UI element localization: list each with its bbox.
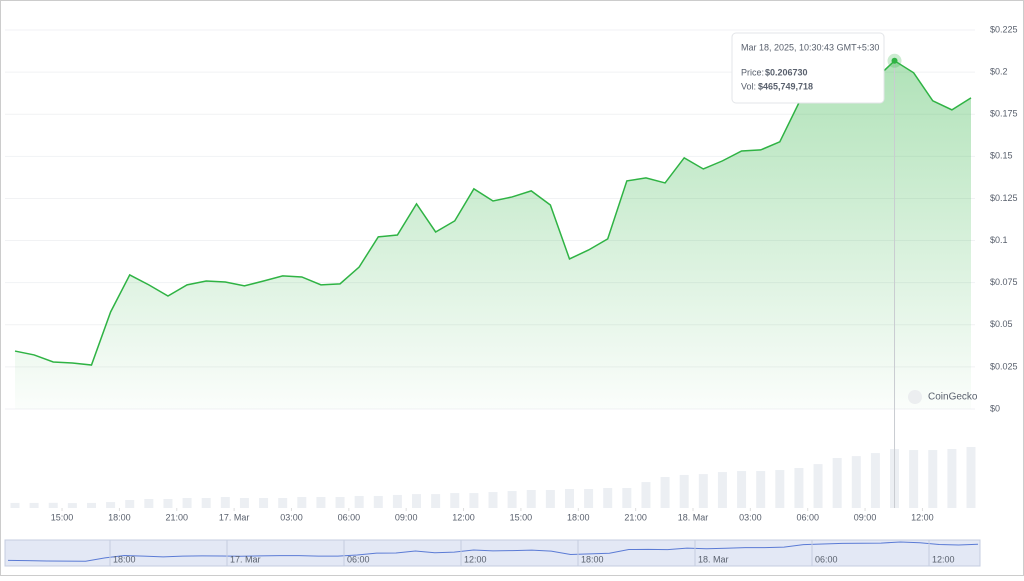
y-tick-label: $0.175 <box>990 109 1018 119</box>
tooltip <box>731 32 885 104</box>
volume-bar <box>469 493 479 508</box>
volume-bar <box>717 472 727 508</box>
navigator-label: 12:00 <box>464 554 487 564</box>
volume-bar <box>431 494 441 508</box>
volume-bar <box>622 488 632 508</box>
volume-bar <box>86 502 96 508</box>
volume-bar <box>220 496 230 508</box>
navigator-label: 18. Mar <box>698 554 729 564</box>
volume-bar <box>794 468 804 508</box>
tooltip-price: $0.206730 <box>765 67 808 77</box>
y-tick-label: $0.2 <box>990 66 1008 76</box>
volume-bar <box>392 494 402 508</box>
x-tick-label: 18:00 <box>567 512 590 522</box>
volume-bar <box>737 471 747 508</box>
volume-bar <box>67 503 77 508</box>
tooltip-price-label: Price: <box>741 67 764 77</box>
volume-bar <box>584 489 594 508</box>
volume-bar <box>373 495 383 508</box>
volume-bar <box>698 474 708 508</box>
volume-bar <box>507 491 517 508</box>
volume-bar <box>144 499 154 508</box>
navigator-label: 18:00 <box>581 554 604 564</box>
watermark-logo <box>908 390 922 404</box>
volume-bar <box>412 494 422 508</box>
volume-bar <box>564 489 574 508</box>
volume-bar <box>488 492 498 508</box>
volume-bar <box>10 502 20 508</box>
volume-bar <box>335 496 345 508</box>
x-tick-label: 12:00 <box>911 512 934 522</box>
x-tick-label: 18:00 <box>108 512 131 522</box>
volume-bar <box>106 502 116 508</box>
volume-bar <box>48 502 58 508</box>
volume-bar <box>125 500 135 508</box>
x-tick-label: 06:00 <box>338 512 361 522</box>
volume-bar <box>545 490 555 508</box>
volume-bar <box>679 474 689 508</box>
y-tick-label: $0 <box>990 403 1000 413</box>
x-tick-label: 21:00 <box>165 512 188 522</box>
volume-bar <box>278 498 288 508</box>
x-tick-label: 17. Mar <box>219 512 250 522</box>
volume-bar <box>526 490 536 508</box>
navigator-label: 06:00 <box>347 554 370 564</box>
y-tick-label: $0.05 <box>990 319 1013 329</box>
volume-bar <box>201 498 211 508</box>
volume-bar <box>813 464 823 508</box>
volume-bar <box>316 496 326 508</box>
navigator-label: 06:00 <box>815 554 838 564</box>
x-tick-label: 18. Mar <box>678 512 709 522</box>
volume-bar <box>909 450 919 508</box>
volume-bar <box>832 458 842 508</box>
hover-point <box>891 57 898 64</box>
volume-bar <box>660 476 670 508</box>
y-tick-label: $0.125 <box>990 193 1018 203</box>
x-tick-label: 12:00 <box>452 512 475 522</box>
x-tick-label: 03:00 <box>280 512 303 522</box>
x-tick-label: 15:00 <box>510 512 533 522</box>
volume-bar <box>756 471 766 508</box>
navigator-label: 18:00 <box>113 554 136 564</box>
y-tick-label: $0.15 <box>990 151 1013 161</box>
volume-bar <box>851 456 861 508</box>
x-tick-label: 06:00 <box>796 512 819 522</box>
y-tick-label: $0.1 <box>990 235 1008 245</box>
navigator-label: 12:00 <box>932 554 955 564</box>
volume-bar <box>259 498 269 508</box>
volume-bar <box>354 495 364 508</box>
volume-bar <box>163 499 173 508</box>
y-tick-label: $0.075 <box>990 277 1018 287</box>
volume-bar <box>239 498 249 508</box>
y-tick-label: $0.025 <box>990 361 1018 371</box>
volume-bar <box>182 498 192 508</box>
volume-bar <box>29 502 39 508</box>
x-tick-label: 15:00 <box>51 512 74 522</box>
volume-bar <box>947 449 957 508</box>
x-tick-label: 21:00 <box>624 512 647 522</box>
tooltip-vol: $465,749,718 <box>758 81 813 91</box>
tooltip-vol-label: Vol: <box>741 81 756 91</box>
y-tick-label: $0.225 <box>990 24 1018 34</box>
price-area <box>15 60 971 409</box>
volume-bar <box>297 496 307 508</box>
volume-bar <box>966 447 976 508</box>
navigator-line <box>7 541 979 562</box>
tooltip-date: Mar 18, 2025, 10:30:43 GMT+5:30 <box>741 42 879 52</box>
volume-bar <box>928 450 938 508</box>
x-tick-label: 03:00 <box>739 512 762 522</box>
x-tick-label: 09:00 <box>395 512 418 522</box>
volume-bar <box>641 482 651 508</box>
watermark: CoinGecko <box>928 392 978 403</box>
volume-bar <box>450 493 460 508</box>
x-tick-label: 09:00 <box>854 512 877 522</box>
volume-bar <box>775 470 785 508</box>
volume-bar <box>603 488 613 508</box>
volume-bar <box>870 453 880 508</box>
navigator-label: 17. Mar <box>230 554 261 564</box>
